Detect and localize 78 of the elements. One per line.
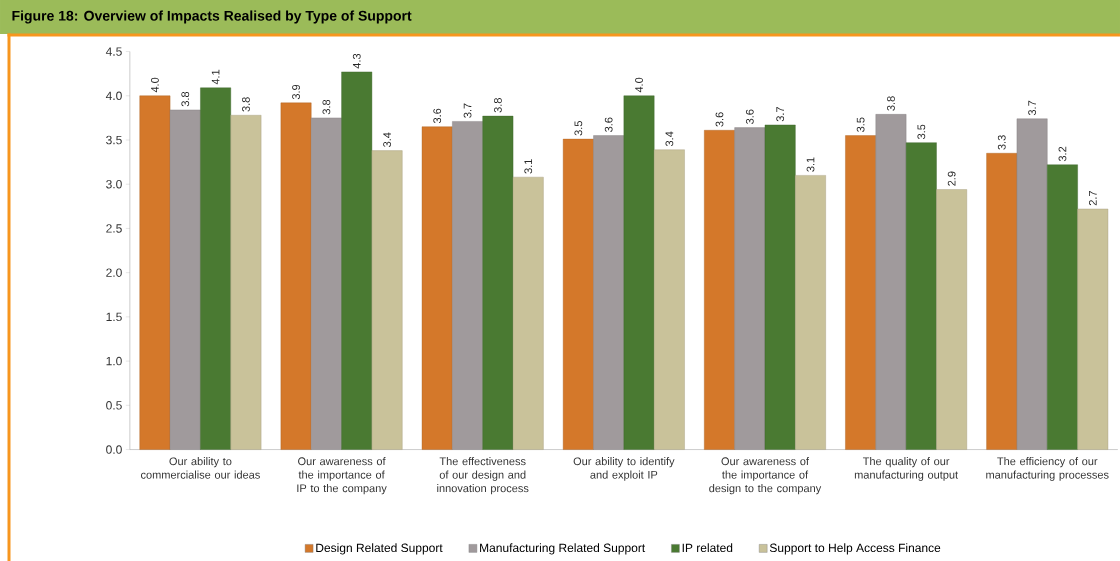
data-label: 3.7 bbox=[776, 107, 785, 122]
data-label: 3.8 bbox=[322, 99, 331, 115]
legend-label: Support to Help Access Finance bbox=[769, 543, 941, 555]
data-label: 3.7 bbox=[463, 103, 472, 118]
bar bbox=[200, 87, 231, 450]
data-label: 3.8 bbox=[494, 98, 502, 113]
y-tick-label: 0.0 bbox=[106, 445, 122, 454]
data-label: 3.4 bbox=[383, 132, 391, 147]
data-label: 3.5 bbox=[856, 117, 865, 132]
bar bbox=[905, 142, 937, 450]
bar bbox=[936, 189, 968, 450]
bar bbox=[230, 115, 262, 450]
data-label: 3.9 bbox=[292, 84, 300, 100]
x-tick-label: The efficiency of our manufacturing processes bbox=[986, 457, 1109, 481]
x-tick-label: The quality of our manufacturing output bbox=[854, 457, 959, 481]
bar bbox=[562, 138, 594, 450]
data-label: 3.5 bbox=[574, 121, 583, 136]
bar bbox=[452, 121, 483, 450]
bar bbox=[795, 175, 826, 450]
bar bbox=[139, 95, 171, 450]
data-label: 4.3 bbox=[352, 53, 361, 69]
x-tick-label: Our awareness of the importance of IP to the company bbox=[297, 457, 387, 495]
legend-label: IP related bbox=[682, 543, 733, 553]
data-label: 3.1 bbox=[806, 157, 815, 172]
y-tick-label: 1.5 bbox=[106, 312, 122, 322]
bar bbox=[654, 149, 685, 450]
y-tick-label: 3.5 bbox=[106, 135, 122, 145]
x-tick-label: Our awareness of the importance of design to the company bbox=[709, 457, 822, 495]
data-label: 3.6 bbox=[604, 117, 613, 132]
bar bbox=[593, 135, 625, 450]
bar bbox=[734, 127, 766, 450]
y-tick-label: 1.0 bbox=[106, 356, 122, 366]
data-label: 3.1 bbox=[524, 159, 533, 174]
data-label: 2.7 bbox=[1088, 191, 1097, 206]
bar bbox=[341, 71, 373, 450]
y-tick-label: 4.0 bbox=[105, 91, 122, 101]
bar bbox=[845, 135, 876, 450]
bar bbox=[280, 102, 312, 450]
data-label: 3.7 bbox=[1028, 100, 1036, 116]
y-tick-label: 2.5 bbox=[106, 224, 122, 233]
y-tick-label: 3.0 bbox=[106, 179, 122, 189]
bar bbox=[482, 115, 514, 450]
data-label: 3.8 bbox=[242, 97, 250, 112]
x-tick-label: Our ability to commercialise our ideas bbox=[140, 457, 260, 479]
chart-title: Figure 18: Overview of Impacts Realised by Type of Support bbox=[12, 10, 412, 24]
bar bbox=[421, 126, 453, 450]
data-label: 3.6 bbox=[745, 109, 754, 124]
legend-label: Manufacturing Related Support bbox=[480, 543, 646, 555]
bar bbox=[1047, 164, 1078, 450]
data-label: 4.0 bbox=[151, 77, 159, 93]
x-tick-label: Our ability to identify and exploit IP bbox=[573, 457, 675, 481]
data-label: 3.6 bbox=[715, 112, 724, 127]
y-tick-label: 0.5 bbox=[106, 401, 122, 410]
data-label: 4.1 bbox=[211, 69, 220, 85]
data-label: 3.8 bbox=[887, 96, 895, 111]
data-label: 3.6 bbox=[433, 108, 442, 124]
data-label: 3.3 bbox=[997, 135, 1006, 150]
bar bbox=[371, 150, 403, 450]
bar bbox=[1016, 118, 1048, 450]
data-label: 3.2 bbox=[1058, 146, 1067, 162]
y-tick-label: 2.0 bbox=[106, 268, 122, 277]
y-tick-label: 4.5 bbox=[105, 47, 122, 56]
data-label: 3.5 bbox=[917, 124, 926, 140]
x-tick-label: The effectiveness of our design and innovation process bbox=[437, 457, 529, 495]
bar bbox=[704, 130, 735, 450]
legend-label: Design Related Support bbox=[316, 543, 443, 555]
bar bbox=[986, 153, 1018, 450]
bar bbox=[764, 124, 796, 450]
bar bbox=[875, 114, 907, 450]
bar bbox=[1077, 208, 1109, 450]
data-label: 3.8 bbox=[181, 91, 190, 107]
bar bbox=[169, 109, 201, 450]
data-label: 2.9 bbox=[947, 171, 956, 186]
data-label: 3.4 bbox=[665, 131, 674, 147]
data-label: 4.0 bbox=[635, 77, 643, 93]
bar bbox=[623, 95, 655, 450]
bar bbox=[311, 117, 342, 450]
bar bbox=[512, 176, 544, 450]
